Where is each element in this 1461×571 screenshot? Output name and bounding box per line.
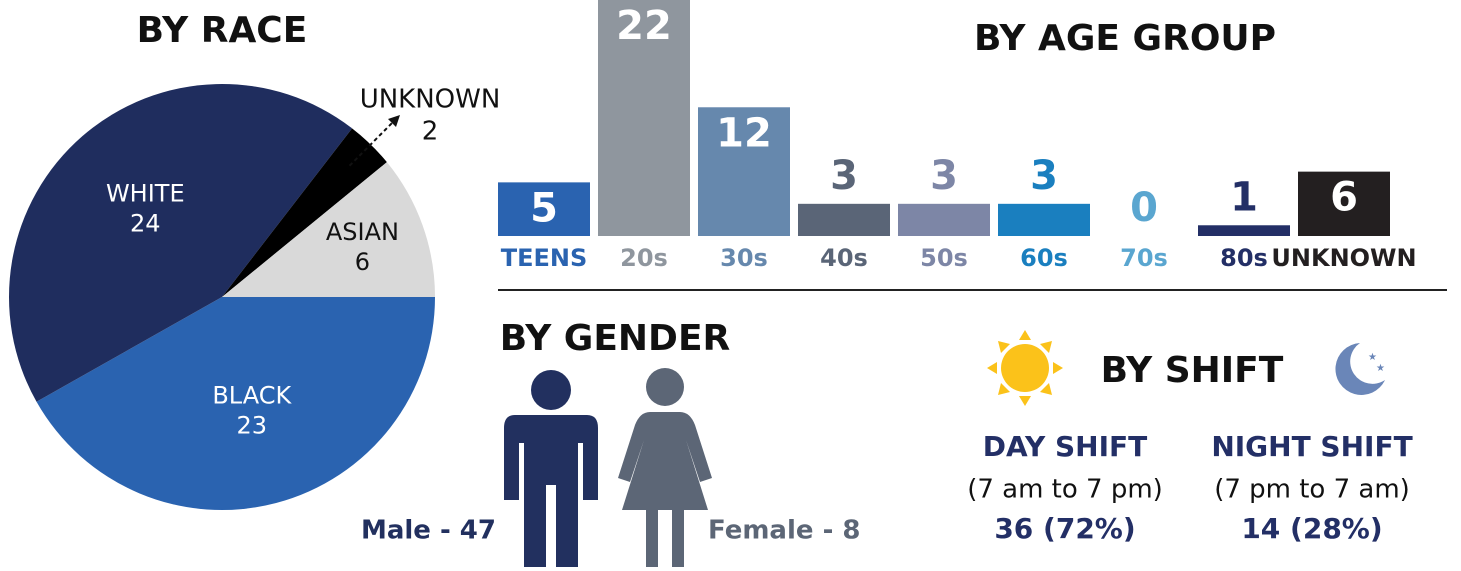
gender-title: BY GENDER [500,318,731,359]
bar-category: TEENS [501,244,588,272]
bar-value: 6 [1330,175,1358,221]
bar-value: 0 [1130,185,1158,231]
bar-category: 50s [920,244,968,272]
bar [798,203,890,236]
bar [1298,171,1390,236]
moon-icon: ★ ★ [1335,343,1385,395]
pie-value: 23 [237,411,268,439]
race-title: BY RACE [137,10,308,51]
pie-slice [9,84,353,402]
bar-value: 5 [530,185,558,231]
svg-text:★: ★ [1368,352,1377,363]
pie-label: BLACK [212,381,292,409]
arrow-head [388,115,400,127]
bar-category: 60s [1020,244,1068,272]
pie-value: 6 [355,248,370,276]
bar-value: 3 [930,153,958,199]
bar-category: 40s [820,244,868,272]
bar-category: UNKNOWN [1271,244,1416,272]
pie-slice [36,297,435,510]
bar [598,0,690,236]
bar [698,107,790,236]
bar-category: 70s [1120,244,1168,272]
bar [898,203,990,236]
pie-label: WHITE [106,179,185,207]
bar-value: 1 [1230,174,1258,220]
bar-category: 20s [620,244,668,272]
bar-value: 3 [1030,153,1058,199]
shift-count: 36 (72%) [994,512,1135,545]
bar-value: 12 [716,110,772,156]
bar [1198,225,1290,236]
pie-slice [222,128,387,297]
pie-value: 24 [130,209,161,237]
shift-count: 14 (28%) [1241,512,1382,545]
bar-category: 80s [1220,244,1268,272]
pie-slice [222,162,435,297]
bar-value: 3 [830,153,858,199]
gender-label: Female - 8 [708,516,861,546]
gender-label: Male - 47 [361,516,496,546]
shift-hours: (7 am to 7 pm) [967,475,1163,505]
age-title: BY AGE GROUP [974,18,1276,59]
leader-line [348,119,396,167]
bar-value: 22 [616,3,672,49]
bar [998,203,1090,236]
female-figure [618,368,712,567]
pie-label: ASIAN [326,218,399,246]
bar-category: 30s [720,244,768,272]
shift-name: DAY SHIFT [983,430,1148,463]
shift-hours: (7 pm to 7 am) [1214,475,1410,505]
svg-text:★: ★ [1376,363,1385,374]
sun-icon [987,330,1063,406]
bar [498,182,590,236]
pie-label: UNKNOWN [360,85,501,115]
pie-value: 2 [422,117,439,147]
male-figure [504,370,598,567]
shift-name: NIGHT SHIFT [1211,430,1412,463]
shift-title: BY SHIFT [1101,350,1284,391]
